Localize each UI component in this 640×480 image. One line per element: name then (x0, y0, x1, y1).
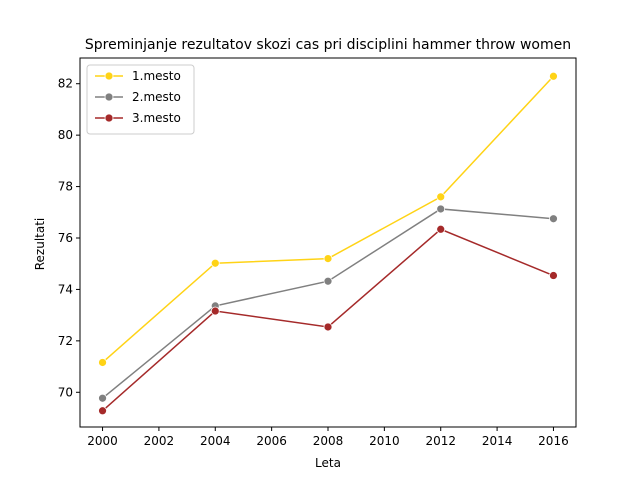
data-point (210, 306, 220, 316)
legend: 1.mesto 2.mesto 3.mesto (86, 64, 195, 135)
legend-marker (104, 71, 114, 81)
y-tick-label: 78 (58, 180, 73, 194)
data-point (549, 271, 558, 280)
y-tick-label: 74 (58, 282, 73, 296)
legend-marker (104, 113, 114, 123)
x-tick-label: 2010 (369, 434, 400, 448)
data-point (210, 258, 220, 268)
data-point (549, 214, 558, 224)
data-point (323, 276, 333, 286)
data-point (98, 406, 107, 416)
data-point (98, 358, 107, 367)
chart-title: Spreminjanje rezultatov skozi cas pri di… (85, 37, 571, 53)
x-axis: 2000 2002 2004 2006 2008 2010 2012 2014 2016 (87, 427, 569, 448)
x-tick-label: 2002 (144, 434, 175, 448)
x-tick-label: 2014 (482, 434, 513, 448)
data-point (436, 192, 446, 202)
y-tick-label: 76 (58, 231, 73, 245)
legend-item: 3.mesto (95, 111, 181, 125)
y-tick-label: 82 (58, 77, 73, 91)
y-tick-label: 80 (58, 128, 73, 142)
legend-label: 2.mesto (132, 90, 181, 104)
legend-marker (104, 92, 114, 102)
series-2.mesto (98, 204, 558, 403)
data-point (323, 322, 333, 332)
y-tick-label: 72 (58, 334, 73, 348)
data-point (98, 393, 107, 403)
x-tick-label: 2016 (538, 434, 569, 448)
legend-label: 3.mesto (132, 111, 181, 125)
legend-label: 1.mesto (132, 69, 181, 83)
x-tick-label: 2008 (313, 434, 344, 448)
data-point (436, 224, 446, 234)
x-tick-label: 2004 (200, 434, 231, 448)
x-tick-label: 2000 (87, 434, 118, 448)
x-axis-label: Leta (315, 456, 341, 470)
legend-box (86, 64, 195, 135)
legend-item: 1.mesto (95, 69, 181, 83)
series-1.mesto (98, 71, 558, 367)
x-tick-label: 2012 (425, 434, 456, 448)
data-point (436, 204, 446, 214)
y-axis: 70 72 74 76 78 80 82 (58, 77, 80, 399)
data-point (549, 71, 558, 81)
y-tick-label: 70 (58, 385, 73, 399)
plot-area (98, 71, 558, 416)
data-point (323, 254, 333, 263)
series-3.mesto (98, 224, 558, 416)
x-tick-label: 2006 (256, 434, 287, 448)
y-axis-label: Rezultati (33, 218, 47, 271)
legend-item: 2.mesto (95, 90, 181, 104)
